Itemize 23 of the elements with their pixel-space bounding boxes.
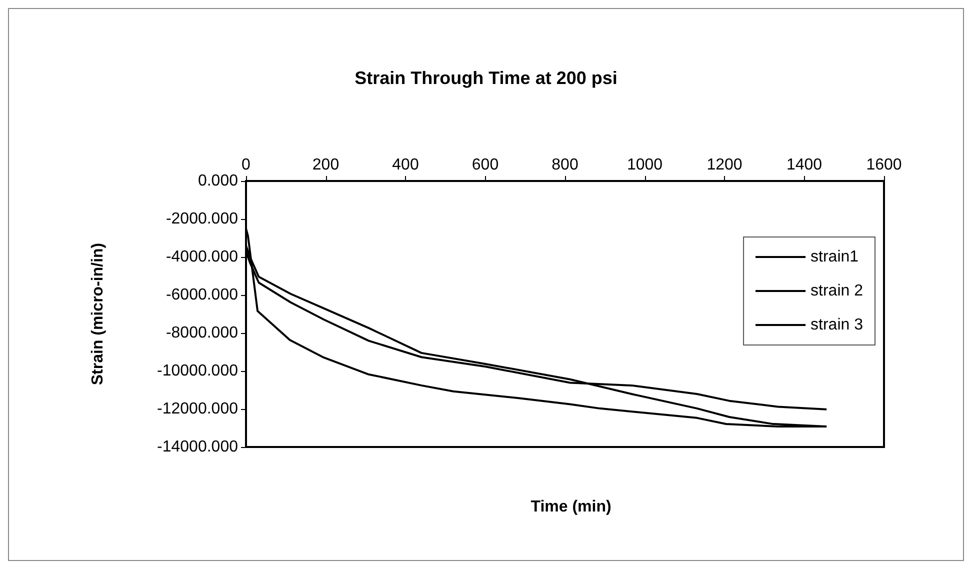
y-tick-label: -12000.000 [157, 400, 238, 418]
y-tick-label: -6000.000 [166, 286, 238, 304]
x-tick-label: 0 [242, 156, 251, 174]
x-tick-label: 600 [472, 156, 499, 174]
x-tick-label: 1600 [866, 156, 902, 174]
y-axis-title: Strain (micro-in/in) [90, 242, 106, 386]
legend-label: strain1 [810, 248, 859, 266]
y-tick-label: -10000.000 [157, 362, 238, 380]
y-tick-label: 0.000 [198, 172, 238, 190]
y-tick-label: -8000.000 [166, 324, 238, 342]
legend-label: strain 2 [810, 282, 864, 300]
x-tick-label: 1400 [786, 156, 822, 174]
x-tick-label: 200 [312, 156, 340, 174]
x-tick-label: 800 [552, 156, 578, 174]
legend-label: strain 3 [810, 316, 864, 334]
y-tick-label: -14000.000 [157, 438, 238, 456]
y-tick-label: -2000.000 [166, 210, 238, 228]
chart-title: Strain Through Time at 200 psi [354, 68, 618, 88]
x-tick-label: 1000 [626, 156, 663, 174]
x-axis-title: Time (min) [530, 498, 612, 516]
x-tick-label: 400 [392, 156, 419, 174]
x-tick-label: 1200 [706, 156, 742, 174]
y-tick-label: -4000.000 [166, 248, 238, 266]
